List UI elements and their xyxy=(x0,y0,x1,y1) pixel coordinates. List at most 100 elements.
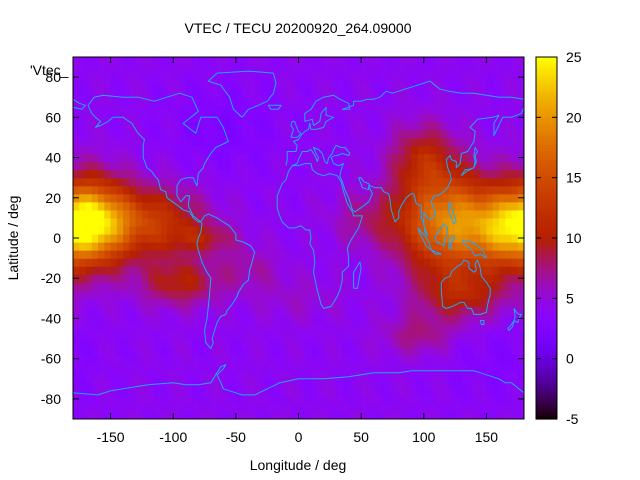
colorbar-segment xyxy=(536,328,557,333)
heatmap-cell xyxy=(311,233,318,243)
heatmap-cell xyxy=(129,193,137,203)
heatmap-cell xyxy=(198,105,206,114)
heatmap-cell xyxy=(235,394,243,404)
heatmap-cell xyxy=(285,242,293,251)
heatmap-cell xyxy=(85,338,93,348)
heatmap-cell xyxy=(185,217,193,227)
heatmap-cell xyxy=(141,338,149,348)
heatmap-cell xyxy=(148,394,156,404)
heatmap-cell xyxy=(129,402,137,412)
heatmap-cell xyxy=(73,402,80,412)
heatmap-cell xyxy=(480,193,488,203)
heatmap-cell xyxy=(267,185,275,195)
heatmap-cell xyxy=(85,242,93,251)
heatmap-cell xyxy=(285,65,293,74)
heatmap-cell xyxy=(379,97,387,106)
heatmap-cell xyxy=(317,410,325,419)
heatmap-cell xyxy=(204,386,212,396)
heatmap-cell xyxy=(217,290,224,299)
heatmap-cell xyxy=(417,298,425,307)
heatmap-cell xyxy=(116,177,124,187)
colorbar-segment xyxy=(536,373,557,378)
heatmap-cell xyxy=(436,298,444,307)
heatmap-cell xyxy=(141,274,149,283)
heatmap-cell xyxy=(141,169,149,179)
heatmap-cell xyxy=(436,322,444,332)
heatmap-cell xyxy=(311,201,318,211)
heatmap-cell xyxy=(517,161,524,171)
heatmap-cell xyxy=(498,161,506,171)
heatmap-cell xyxy=(110,394,118,404)
heatmap-cell xyxy=(430,338,437,348)
heatmap-cell xyxy=(166,169,174,179)
heatmap-cell xyxy=(467,314,475,324)
heatmap-cell xyxy=(317,378,325,388)
heatmap-cell xyxy=(210,73,218,82)
heatmap-cell xyxy=(304,258,312,267)
heatmap-cell xyxy=(273,137,281,147)
heatmap-cell xyxy=(135,161,143,171)
heatmap-cell xyxy=(323,233,331,243)
heatmap-cell xyxy=(141,314,149,324)
heatmap-cell xyxy=(517,217,524,227)
heatmap-cell xyxy=(498,386,506,396)
heatmap-cell xyxy=(361,217,368,227)
heatmap-cell xyxy=(336,306,343,316)
heatmap-cell xyxy=(517,362,524,372)
heatmap-cell xyxy=(123,169,130,179)
heatmap-cell xyxy=(367,362,375,372)
heatmap-cell xyxy=(373,306,381,316)
heatmap-cell xyxy=(492,65,500,74)
heatmap-cell xyxy=(73,290,80,299)
heatmap-cell xyxy=(455,177,462,187)
heatmap-cell xyxy=(311,338,318,348)
heatmap-cell xyxy=(361,201,368,211)
heatmap-cell xyxy=(279,266,287,275)
heatmap-cell xyxy=(210,394,218,404)
heatmap-cell xyxy=(198,145,206,155)
heatmap-cell xyxy=(135,89,143,98)
coastline-path xyxy=(507,308,522,331)
heatmap-cell xyxy=(436,354,444,364)
heatmap-cell xyxy=(254,145,262,155)
heatmap-cell xyxy=(135,362,143,372)
heatmap-cell xyxy=(166,298,174,307)
heatmap-cell xyxy=(461,161,469,171)
heatmap-cell xyxy=(498,137,506,147)
colorbar-segment xyxy=(536,286,557,290)
heatmap-cell xyxy=(123,185,130,195)
heatmap-cell xyxy=(217,370,224,380)
heatmap-cell xyxy=(404,274,412,283)
heatmap-cell xyxy=(135,65,143,74)
heatmap-cell xyxy=(467,354,475,364)
heatmap-cell xyxy=(141,354,149,364)
heatmap-cell xyxy=(398,338,406,348)
heatmap-cell xyxy=(492,73,500,82)
heatmap-cell xyxy=(317,250,325,259)
heatmap-cell xyxy=(148,225,156,235)
heatmap-cell xyxy=(160,402,168,412)
x-tick-label: 0 xyxy=(295,429,303,445)
heatmap-cell xyxy=(192,81,199,90)
heatmap-cell xyxy=(85,193,93,203)
heatmap-cell xyxy=(98,97,105,106)
heatmap-cell xyxy=(473,193,481,203)
heatmap-cell xyxy=(141,129,149,139)
heatmap-cell xyxy=(342,121,350,130)
heatmap-cell xyxy=(79,209,87,219)
colorbar-segment xyxy=(536,385,557,390)
heatmap-cell xyxy=(498,378,506,388)
heatmap-cell xyxy=(379,233,387,243)
heatmap-cell xyxy=(473,81,481,90)
heatmap-cell xyxy=(386,169,394,179)
heatmap-cell xyxy=(386,346,394,356)
heatmap-cell xyxy=(254,225,262,235)
heatmap-cell xyxy=(242,290,249,299)
heatmap-cell xyxy=(98,89,105,98)
heatmap-cell xyxy=(192,290,199,299)
heatmap-cell xyxy=(98,290,105,299)
heatmap-cell xyxy=(204,410,212,419)
heatmap-cell xyxy=(166,346,174,356)
heatmap-cell xyxy=(85,298,93,307)
heatmap-cell xyxy=(267,370,275,380)
